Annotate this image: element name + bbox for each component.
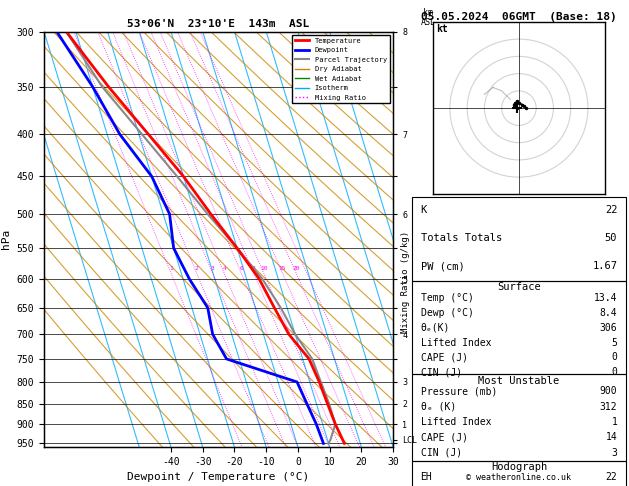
Text: 22: 22 <box>605 205 617 215</box>
Text: 14: 14 <box>606 433 617 442</box>
Text: 50: 50 <box>605 233 617 243</box>
Text: CAPE (J): CAPE (J) <box>421 352 467 363</box>
Text: Mixing Ratio (g/kg): Mixing Ratio (g/kg) <box>401 231 410 333</box>
Text: CIN (J): CIN (J) <box>421 448 462 458</box>
Text: 306: 306 <box>599 323 617 333</box>
Text: 900: 900 <box>599 386 617 396</box>
Text: 0: 0 <box>611 367 617 377</box>
Text: 3: 3 <box>611 448 617 458</box>
Text: Lifted Index: Lifted Index <box>421 417 491 427</box>
Text: kt: kt <box>436 24 448 34</box>
Text: 6: 6 <box>240 266 243 271</box>
Text: 8.4: 8.4 <box>599 308 617 318</box>
Text: 10: 10 <box>260 266 267 271</box>
Text: 312: 312 <box>599 401 617 412</box>
Y-axis label: hPa: hPa <box>1 229 11 249</box>
Text: Dewp (°C): Dewp (°C) <box>421 308 474 318</box>
Text: Most Unstable: Most Unstable <box>478 376 560 386</box>
Text: 1.67: 1.67 <box>593 261 617 271</box>
Text: CIN (J): CIN (J) <box>421 367 462 377</box>
Text: 1: 1 <box>169 266 173 271</box>
X-axis label: Dewpoint / Temperature (°C): Dewpoint / Temperature (°C) <box>128 472 309 483</box>
Bar <box>412 197 626 281</box>
Text: 5: 5 <box>611 338 617 347</box>
Text: 1: 1 <box>611 417 617 427</box>
Text: θₑ(K): θₑ(K) <box>421 323 450 333</box>
Text: Pressure (mb): Pressure (mb) <box>421 386 497 396</box>
Text: Hodograph: Hodograph <box>491 462 547 472</box>
Text: Lifted Index: Lifted Index <box>421 338 491 347</box>
Bar <box>412 281 626 374</box>
Text: K: K <box>421 205 427 215</box>
Text: 15: 15 <box>279 266 286 271</box>
Text: PW (cm): PW (cm) <box>421 261 464 271</box>
Text: 2: 2 <box>195 266 199 271</box>
Text: 22: 22 <box>606 472 617 482</box>
Text: 3: 3 <box>211 266 214 271</box>
Text: 0: 0 <box>611 352 617 363</box>
Text: 4: 4 <box>222 266 226 271</box>
Text: 05.05.2024  06GMT  (Base: 18): 05.05.2024 06GMT (Base: 18) <box>421 12 617 22</box>
Text: 20: 20 <box>292 266 300 271</box>
Text: θₑ (K): θₑ (K) <box>421 401 456 412</box>
Legend: Temperature, Dewpoint, Parcel Trajectory, Dry Adiabat, Wet Adiabat, Isotherm, Mi: Temperature, Dewpoint, Parcel Trajectory… <box>292 35 389 104</box>
Title: 53°06'N  23°10'E  143m  ASL: 53°06'N 23°10'E 143m ASL <box>128 19 309 30</box>
Text: © weatheronline.co.uk: © weatheronline.co.uk <box>467 473 571 482</box>
Text: km
ASL: km ASL <box>421 8 435 27</box>
Text: 8: 8 <box>252 266 255 271</box>
Text: EH: EH <box>421 472 432 482</box>
Text: Temp (°C): Temp (°C) <box>421 293 474 303</box>
Text: Surface: Surface <box>497 282 541 292</box>
Text: 13.4: 13.4 <box>594 293 617 303</box>
Text: CAPE (J): CAPE (J) <box>421 433 467 442</box>
Bar <box>412 461 626 486</box>
Bar <box>412 374 626 461</box>
Text: Totals Totals: Totals Totals <box>421 233 502 243</box>
